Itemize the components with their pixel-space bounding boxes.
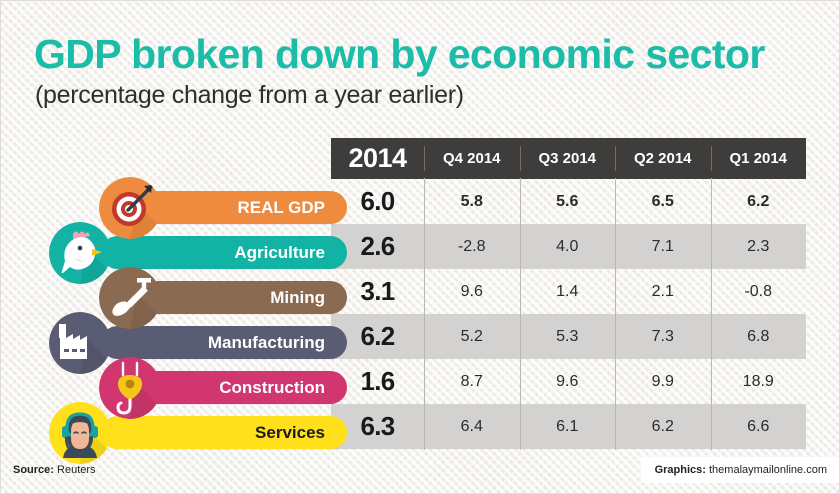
cell-q1: 6.2	[710, 178, 807, 225]
table-header-row: 2014 Q4 2014 Q3 2014 Q2 2014 Q1 2014	[331, 138, 806, 179]
cell-q3: 6.1	[519, 403, 616, 450]
shovel-icon	[99, 267, 161, 329]
page-subtitle: (percentage change from a year earlier)	[35, 81, 464, 109]
cell-q3: 5.3	[519, 313, 616, 360]
cell-q4: -2.8	[424, 223, 520, 270]
gdp-table: 2014 Q4 2014 Q3 2014 Q2 2014 Q1 2014 6.0…	[331, 138, 807, 450]
sector-label: Manufacturing	[207, 332, 325, 352]
cell-q1: 6.8	[710, 313, 807, 360]
sector-label: Services	[255, 422, 325, 442]
cell-q4: 5.8	[424, 178, 520, 225]
cell-q2: 7.1	[615, 223, 711, 270]
cell-annual: 3.1	[360, 276, 395, 306]
cell-q4: 8.7	[424, 358, 520, 405]
table-row: 2.6 -2.8 4.0 7.1 2.3	[331, 223, 807, 270]
cell-q2: 2.1	[615, 268, 711, 315]
cell-q2: 6.5	[615, 178, 711, 225]
sector-pill-construction[interactable]: Construction	[141, 371, 347, 404]
sector-label: Mining	[270, 287, 325, 307]
sector-pill-services[interactable]: Services	[101, 416, 347, 449]
table-row: 1.6 8.7 9.6 9.9 18.9	[331, 358, 807, 405]
column-header-q2-2014: Q2 2014	[615, 138, 711, 179]
table-row: 6.2 5.2 5.3 7.3 6.8	[331, 313, 807, 360]
sector-label: Construction	[219, 377, 325, 397]
cell-q1: 6.6	[710, 403, 807, 450]
cell-annual: 6.3	[360, 411, 395, 441]
factory-icon	[49, 312, 111, 374]
sector-pill-agriculture[interactable]: Agriculture	[101, 236, 347, 269]
cell-annual: 6.0	[360, 186, 395, 216]
cell-annual: 6.2	[360, 321, 395, 351]
cell-q1: -0.8	[710, 268, 807, 315]
column-header-q3-2014: Q3 2014	[519, 138, 616, 179]
cell-annual: 1.6	[360, 366, 395, 396]
table-row: 6.0 5.8 5.6 6.5 6.2	[331, 178, 807, 225]
source-value: Reuters	[57, 464, 96, 476]
target-icon	[99, 177, 161, 239]
graphics-value: themalaymailonline.com	[709, 464, 827, 476]
cell-q2: 7.3	[615, 313, 711, 360]
cell-q3: 1.4	[519, 268, 616, 315]
table-row: 3.1 9.6 1.4 2.1 -0.8	[331, 268, 807, 315]
source-credit: Source: Reuters	[13, 464, 96, 476]
table-row: 6.3 6.4 6.1 6.2 6.6	[331, 403, 807, 450]
cell-q2: 9.9	[615, 358, 711, 405]
column-header-q1-2014: Q1 2014	[710, 138, 807, 179]
cell-q4: 9.6	[424, 268, 520, 315]
sector-pill-real-gdp[interactable]: REAL GDP	[141, 191, 347, 224]
graphics-credit: Graphics: themalaymailonline.com	[640, 457, 839, 483]
cell-q4: 6.4	[424, 403, 520, 450]
graphics-label: Graphics:	[654, 464, 706, 476]
source-label: Source:	[13, 464, 54, 476]
cell-q1: 2.3	[710, 223, 807, 270]
sector-pill-mining[interactable]: Mining	[141, 281, 347, 314]
cell-q3: 4.0	[519, 223, 616, 270]
cell-annual: 2.6	[360, 231, 395, 261]
chicken-icon	[49, 222, 111, 284]
cell-q1: 18.9	[710, 358, 807, 405]
sector-label: Agriculture	[234, 242, 325, 262]
cell-q2: 6.2	[615, 403, 711, 450]
column-header-q4-2014: Q4 2014	[424, 138, 520, 179]
cell-q3: 9.6	[519, 358, 616, 405]
crane-hook-icon	[99, 357, 161, 419]
column-header-year: 2014	[348, 143, 407, 173]
sector-label: REAL GDP	[237, 197, 325, 217]
cell-q3: 5.6	[519, 178, 616, 225]
cell-q4: 5.2	[424, 313, 520, 360]
headset-person-icon	[49, 402, 111, 464]
sector-pill-manufacturing[interactable]: Manufacturing	[101, 326, 347, 359]
page-title: GDP broken down by economic sector	[34, 31, 765, 77]
